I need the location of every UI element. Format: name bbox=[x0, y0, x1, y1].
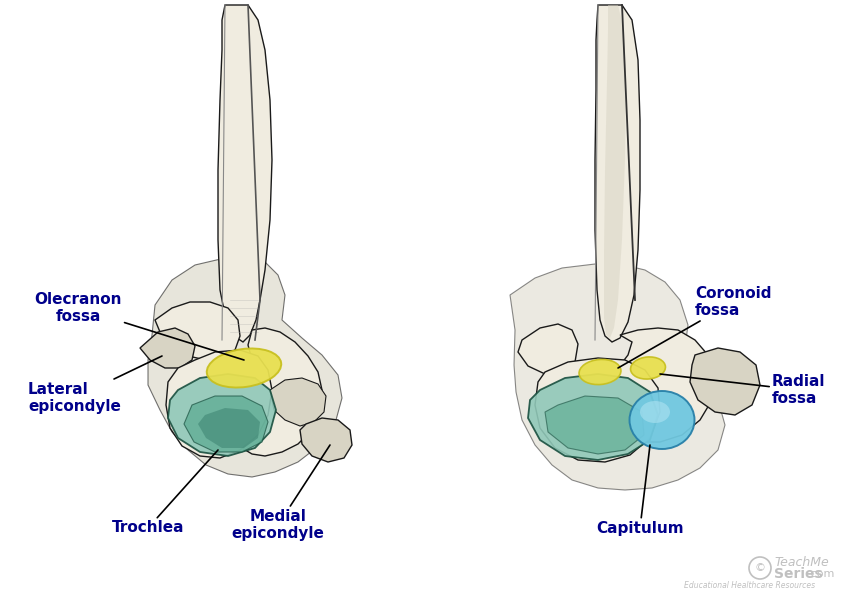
Text: ©: © bbox=[754, 563, 765, 573]
Polygon shape bbox=[168, 374, 276, 456]
Polygon shape bbox=[148, 258, 342, 477]
Text: Educational Healthcare Resources: Educational Healthcare Resources bbox=[685, 581, 816, 590]
Text: Trochlea: Trochlea bbox=[112, 450, 218, 536]
Polygon shape bbox=[510, 264, 725, 490]
Ellipse shape bbox=[631, 357, 665, 379]
Text: Medial
epicondyle: Medial epicondyle bbox=[232, 445, 330, 541]
Polygon shape bbox=[218, 5, 272, 342]
Polygon shape bbox=[155, 302, 240, 360]
Text: Capitulum: Capitulum bbox=[596, 445, 684, 536]
Text: Lateral
epicondyle: Lateral epicondyle bbox=[28, 356, 162, 414]
Text: Series: Series bbox=[774, 567, 823, 581]
Ellipse shape bbox=[579, 359, 621, 384]
Text: TeachMe: TeachMe bbox=[774, 556, 829, 569]
Ellipse shape bbox=[640, 401, 670, 423]
Polygon shape bbox=[690, 348, 760, 415]
Polygon shape bbox=[605, 328, 715, 442]
Text: .com: .com bbox=[808, 569, 835, 579]
Ellipse shape bbox=[207, 349, 282, 387]
Polygon shape bbox=[140, 328, 195, 368]
Polygon shape bbox=[535, 358, 660, 462]
Polygon shape bbox=[166, 350, 272, 458]
Polygon shape bbox=[545, 396, 644, 454]
Polygon shape bbox=[528, 374, 658, 460]
Polygon shape bbox=[518, 324, 578, 374]
Text: Radial
fossa: Radial fossa bbox=[660, 374, 825, 406]
Polygon shape bbox=[238, 328, 322, 456]
Polygon shape bbox=[300, 418, 352, 462]
Polygon shape bbox=[604, 5, 626, 338]
Polygon shape bbox=[270, 378, 326, 426]
Text: Olecranon
fossa: Olecranon fossa bbox=[34, 292, 244, 360]
Polygon shape bbox=[184, 396, 268, 452]
Polygon shape bbox=[595, 5, 640, 342]
Text: Coronoid
fossa: Coronoid fossa bbox=[618, 286, 771, 368]
Polygon shape bbox=[198, 408, 260, 448]
Ellipse shape bbox=[629, 391, 694, 449]
